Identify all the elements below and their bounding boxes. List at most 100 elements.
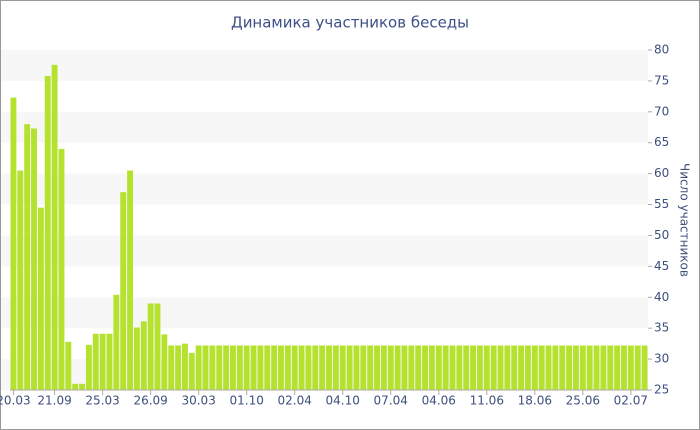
bar xyxy=(470,345,477,390)
bar xyxy=(319,345,326,390)
bar xyxy=(175,345,182,390)
bar xyxy=(113,294,120,390)
bar xyxy=(181,343,188,390)
x-tick-label: 02.07 xyxy=(614,394,648,408)
bar xyxy=(284,345,291,390)
bar xyxy=(394,345,401,390)
bar xyxy=(79,383,85,390)
bar xyxy=(85,344,92,390)
bar xyxy=(408,345,415,390)
bar xyxy=(58,148,65,390)
grid-band xyxy=(1,50,648,81)
bar xyxy=(511,345,518,390)
bar xyxy=(504,345,511,390)
x-tick-label: 26.09 xyxy=(133,394,167,408)
bar xyxy=(195,345,202,390)
y-tick-label: 50 xyxy=(654,228,669,242)
bar xyxy=(161,334,168,390)
bar xyxy=(188,352,195,390)
bar xyxy=(456,345,463,390)
x-tick-label: 01.10 xyxy=(229,394,263,408)
bar xyxy=(271,345,278,390)
bar xyxy=(37,207,44,390)
bar xyxy=(51,64,58,390)
grid-band xyxy=(1,173,648,205)
bar xyxy=(209,345,216,390)
chart-title: Динамика участников беседы xyxy=(231,14,469,32)
bar xyxy=(614,345,621,390)
bar xyxy=(65,341,72,390)
bar xyxy=(531,345,538,390)
bar xyxy=(518,345,525,390)
bar xyxy=(216,345,223,390)
bar xyxy=(476,345,483,390)
x-tick-label: 21.09 xyxy=(37,394,71,408)
bar xyxy=(44,75,51,391)
bar xyxy=(127,170,134,390)
bar xyxy=(140,321,147,390)
bar xyxy=(168,345,175,390)
y-tick-label: 25 xyxy=(654,383,669,397)
bar xyxy=(106,333,113,390)
bar xyxy=(573,345,579,390)
bar xyxy=(367,345,374,390)
y-tick-label: 70 xyxy=(654,104,669,118)
bar xyxy=(545,345,552,390)
bar xyxy=(298,345,305,390)
bar xyxy=(634,345,641,390)
bar xyxy=(278,345,284,390)
x-tick-label: 02.04 xyxy=(278,394,312,408)
bar xyxy=(223,345,230,390)
bar xyxy=(552,345,559,390)
y-tick-label: 80 xyxy=(654,43,669,57)
bar xyxy=(99,333,106,390)
y-tick-label: 55 xyxy=(654,197,669,211)
y-tick-label: 30 xyxy=(654,352,669,366)
bar xyxy=(374,345,380,390)
bar xyxy=(401,345,408,390)
grid-band xyxy=(1,235,648,267)
bar xyxy=(442,345,449,390)
x-tick-label: 11.06 xyxy=(470,394,504,408)
x-tick-label: 20.03 xyxy=(0,394,31,408)
bar xyxy=(387,345,394,390)
bar xyxy=(415,345,422,390)
bar xyxy=(538,345,545,390)
x-tick-label: 30.03 xyxy=(181,394,215,408)
bar xyxy=(236,345,243,390)
bar xyxy=(360,345,367,390)
bar xyxy=(463,345,470,390)
y-tick-label: 40 xyxy=(654,290,669,304)
x-tick-label: 18.06 xyxy=(518,394,552,408)
bar xyxy=(326,345,332,390)
bar xyxy=(621,345,627,390)
bar xyxy=(559,345,566,390)
bar xyxy=(291,345,298,390)
bar xyxy=(339,345,346,390)
bar xyxy=(332,345,339,390)
bar xyxy=(483,345,490,390)
bar xyxy=(243,345,250,390)
bar xyxy=(72,383,79,390)
grid-band xyxy=(1,111,648,143)
bar xyxy=(524,345,531,390)
bar xyxy=(92,333,99,390)
bar xyxy=(346,345,353,390)
bar xyxy=(422,345,428,390)
bar xyxy=(600,345,607,390)
bar xyxy=(593,345,600,390)
bar xyxy=(353,345,360,390)
bar xyxy=(154,303,161,390)
grid-band xyxy=(1,297,648,329)
bar xyxy=(627,345,634,390)
y-tick-label: 65 xyxy=(654,135,669,149)
bar xyxy=(120,192,127,390)
bar xyxy=(250,345,257,390)
bar xyxy=(312,345,319,390)
y-tick-label: 45 xyxy=(654,259,669,273)
bar xyxy=(607,345,614,390)
bar xyxy=(264,345,271,390)
bar xyxy=(380,345,387,390)
bar xyxy=(133,327,140,390)
